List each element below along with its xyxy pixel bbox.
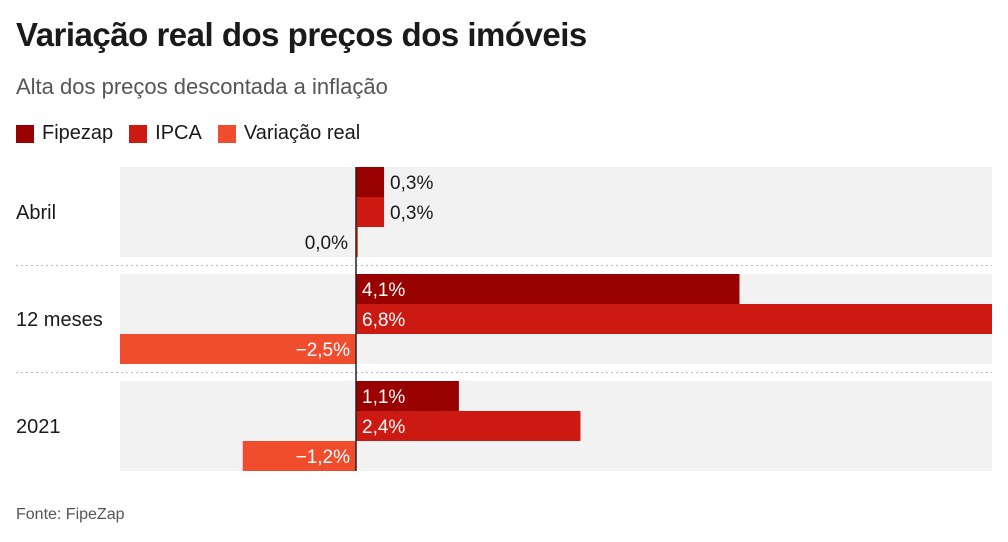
legend-item-fipezap: Fipezap — [16, 122, 113, 145]
legend-label-ipca: IPCA — [155, 122, 202, 144]
bar — [120, 334, 356, 364]
bar — [356, 274, 740, 304]
data-label: 4,1% — [362, 280, 405, 301]
bar-chart: Abril 0,3% 0,3% 0,0% 12 meses 4,1% 6,8% −2,5% 20… — [16, 167, 992, 471]
bar — [356, 227, 358, 257]
category-label: Abril — [16, 202, 56, 224]
data-label: 0,3% — [390, 203, 433, 224]
legend: Fipezap IPCA Variação real — [16, 122, 360, 145]
data-label: 6,8% — [362, 310, 405, 331]
category-label: 12 meses — [16, 309, 103, 331]
legend-label-fipezap: Fipezap — [42, 122, 114, 144]
bar — [356, 411, 581, 441]
bar — [242, 441, 356, 471]
data-label: 2,4% — [362, 417, 405, 438]
source-note: Fonte: FipeZap — [16, 506, 125, 523]
data-label: 0,0% — [305, 233, 348, 254]
category-band — [120, 167, 992, 257]
legend-item-variacao-real: Variação real — [217, 122, 361, 145]
chart-title: Variação real dos preços dos imóveis — [16, 16, 587, 53]
legend-item-ipca: IPCA — [129, 122, 202, 145]
legend-swatch-variacao-real — [217, 124, 236, 143]
data-label: 0,3% — [390, 173, 433, 194]
legend-swatch-fipezap — [16, 124, 34, 143]
bar — [356, 197, 385, 227]
category-label: 2021 — [16, 416, 61, 438]
bar — [356, 304, 992, 334]
bar — [356, 381, 459, 411]
bar — [356, 167, 385, 197]
legend-label-variacao-real: Variação real — [243, 122, 361, 144]
data-label: −1,2% — [296, 447, 351, 468]
data-label: 1,1% — [362, 387, 405, 408]
data-label: −2,5% — [296, 340, 351, 361]
legend-swatch-ipca — [129, 124, 148, 143]
chart-subtitle: Alta dos preços descontada a inflação — [16, 74, 388, 99]
